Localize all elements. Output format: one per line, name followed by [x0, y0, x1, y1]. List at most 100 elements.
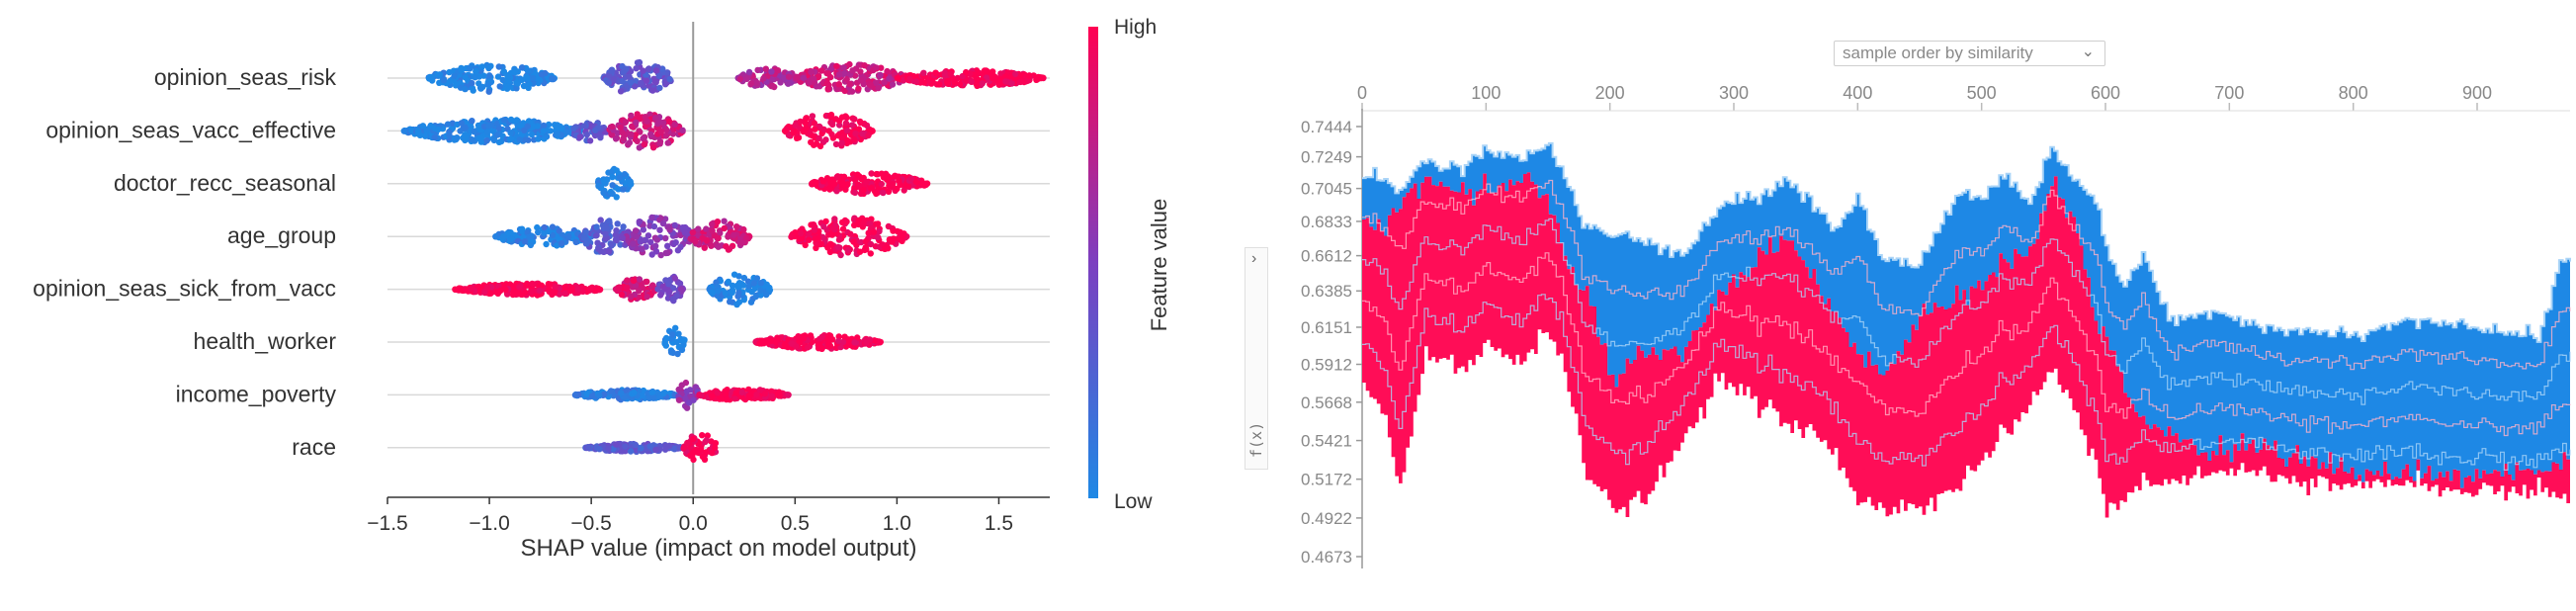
shap-dot	[656, 226, 663, 233]
shap-dot	[617, 124, 624, 131]
shap-dot	[721, 218, 728, 224]
shap-dot	[1008, 80, 1015, 87]
shap-dot	[884, 67, 891, 75]
shap-dot	[773, 339, 780, 346]
shap-dot	[1034, 76, 1041, 83]
shap-dot	[826, 113, 834, 120]
ylabel-side-panel[interactable]: › f(x)	[1245, 247, 1268, 470]
shap-dot	[458, 120, 466, 127]
shap-dot	[643, 77, 650, 84]
shap-dot	[723, 391, 730, 397]
shap-dot	[794, 74, 801, 81]
shap-dot	[867, 82, 875, 89]
shap-dot	[514, 80, 521, 87]
shap-dot	[790, 130, 797, 136]
shap-dot	[628, 112, 635, 120]
shap-dot	[661, 446, 669, 453]
shap-dot	[850, 238, 857, 245]
shap-dot	[469, 79, 475, 87]
shap-dot	[427, 122, 434, 130]
shap-dot	[989, 75, 996, 82]
shap-dot	[708, 289, 716, 297]
shap-dot	[619, 234, 626, 241]
shap-dot	[709, 449, 716, 457]
shap-dot	[820, 223, 827, 230]
x-tick-label: 500	[1967, 83, 1997, 103]
shap-dot	[873, 170, 880, 178]
shap-dot	[840, 173, 848, 180]
shap-dot	[829, 121, 836, 129]
y-tick-label: 0.5668	[1301, 393, 1352, 412]
shap-dot	[507, 130, 514, 136]
shap-dot	[894, 185, 901, 193]
shap-dot	[638, 445, 644, 452]
shap-dot	[462, 85, 469, 93]
shap-dot	[520, 82, 528, 90]
shap-dot	[422, 132, 429, 139]
x-tick-label: 0.5	[781, 512, 810, 535]
shap-dot	[475, 134, 482, 142]
x-tick-label: 1.0	[883, 512, 911, 535]
shap-dot	[671, 121, 679, 128]
shap-dot	[885, 222, 893, 230]
shap-dot	[995, 81, 1002, 88]
shap-dot	[750, 280, 757, 287]
shap-dot	[666, 442, 673, 449]
shap-dot	[824, 343, 831, 350]
shap-dot	[756, 340, 763, 347]
shap-dot	[647, 131, 654, 138]
shap-dot	[721, 224, 728, 232]
shap-dot	[839, 225, 847, 232]
x-tick-label: −1.5	[367, 512, 407, 535]
shap-dot	[865, 229, 872, 236]
colorbar-high-label: High	[1114, 16, 1157, 39]
shap-dot	[496, 83, 503, 90]
shap-dot	[595, 286, 602, 293]
shap-dot	[656, 140, 663, 147]
shap-dot	[574, 286, 581, 293]
shap-dot	[434, 126, 442, 133]
feature-label: income_poverty	[176, 381, 337, 406]
sample-order-dropdown[interactable]: sample order by similarity ⌄	[1834, 41, 2105, 66]
shap-dot	[627, 79, 635, 86]
shap-dot	[838, 218, 846, 226]
shap-dot	[841, 87, 848, 95]
shap-dot	[608, 131, 616, 138]
shap-dot	[963, 77, 970, 84]
shap-dot	[867, 240, 875, 248]
shap-dot	[592, 232, 600, 239]
shap-dot	[597, 217, 604, 223]
shap-dot	[863, 339, 870, 346]
shap-dot	[826, 186, 833, 193]
shap-dot	[600, 177, 607, 185]
shap-dot	[894, 227, 901, 235]
shap-dot	[677, 286, 685, 293]
shap-dot	[843, 76, 850, 83]
shap-dot	[619, 130, 626, 136]
shap-dot	[622, 119, 630, 126]
shap-dot	[765, 338, 773, 345]
shap-dot	[446, 68, 453, 76]
shap-dot	[469, 85, 476, 92]
shap-dot	[527, 241, 535, 249]
shap-dot	[876, 227, 883, 235]
shap-dot	[878, 170, 886, 177]
feature-boundary-line	[1362, 218, 2571, 405]
shap-dot	[889, 238, 896, 245]
shap-dot	[576, 133, 584, 140]
shap-dot	[540, 128, 547, 134]
shap-dot	[621, 393, 629, 400]
shap-dot	[659, 219, 667, 227]
shap-dot	[462, 124, 469, 131]
shap-dot	[979, 80, 986, 87]
shap-dot	[618, 291, 626, 299]
shap-dot	[645, 82, 652, 89]
shap-dot	[642, 114, 648, 121]
shap-dot	[506, 136, 513, 143]
y-tick-label: 0.5912	[1301, 355, 1352, 374]
shap-dot	[536, 287, 544, 295]
shap-dot	[495, 138, 503, 145]
shap-dot	[664, 242, 671, 249]
shap-dot	[633, 65, 640, 72]
shap-dot	[687, 452, 694, 459]
